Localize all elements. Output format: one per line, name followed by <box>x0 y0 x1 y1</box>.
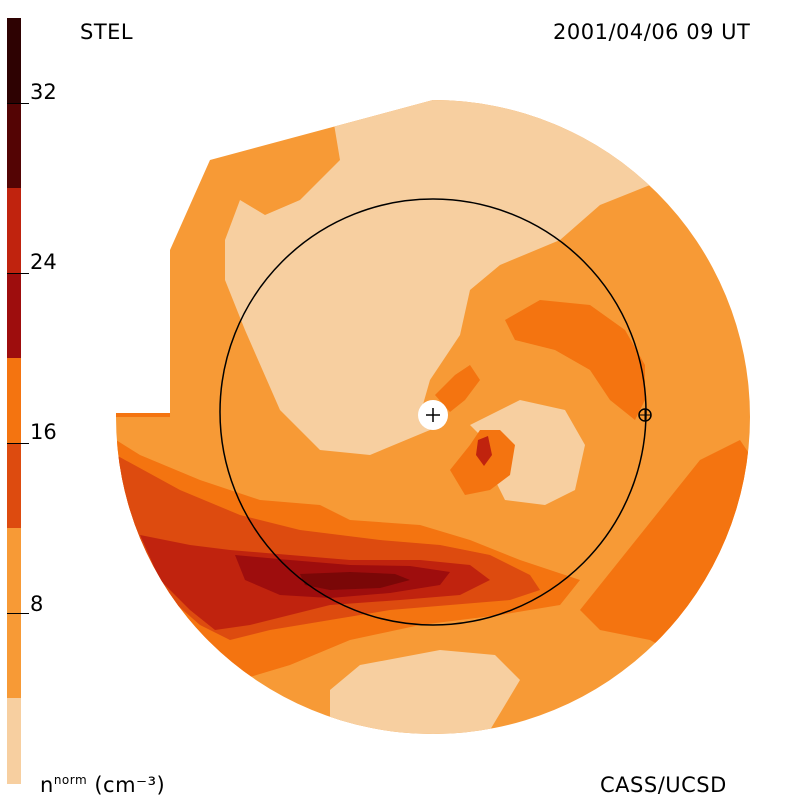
units-prefix: n <box>40 773 54 797</box>
density-region-low <box>225 100 650 455</box>
sun-marker <box>418 400 448 430</box>
colorbar-tick-label: 16 <box>30 420 57 444</box>
colorbar-tick-label: 8 <box>30 592 44 616</box>
units-suffix: (cm⁻³) <box>94 773 166 797</box>
color-level-3b <box>7 443 21 528</box>
earth-marker <box>638 408 652 422</box>
density-region-low <box>330 650 520 734</box>
colorbar-tick <box>7 103 29 104</box>
map-title: STEL <box>80 20 134 44</box>
color-level-0 <box>7 698 21 784</box>
color-level-4b <box>7 273 21 358</box>
colorbar-tick <box>7 443 29 444</box>
color-level-6b <box>7 18 21 103</box>
units-superscript: norm <box>53 773 88 787</box>
density-region-higher <box>476 436 492 466</box>
density-region-mid <box>435 365 480 412</box>
orbit-circle <box>219 198 647 626</box>
map-edge-strip <box>116 413 170 417</box>
density-region-peak <box>300 572 410 590</box>
colorbar-tick-label: 32 <box>30 80 57 104</box>
colorbar-tick <box>7 613 29 614</box>
colorbar-tick-label: 24 <box>30 250 57 274</box>
color-level-5b <box>7 103 21 188</box>
density-region-mid <box>505 300 645 420</box>
credit-label: CASS/UCSD <box>600 773 727 797</box>
units-label: nnorm (cm⁻³) <box>40 773 165 797</box>
timestamp: 2001/04/06 09 UT <box>553 20 751 44</box>
colorbar-tick <box>7 273 29 274</box>
